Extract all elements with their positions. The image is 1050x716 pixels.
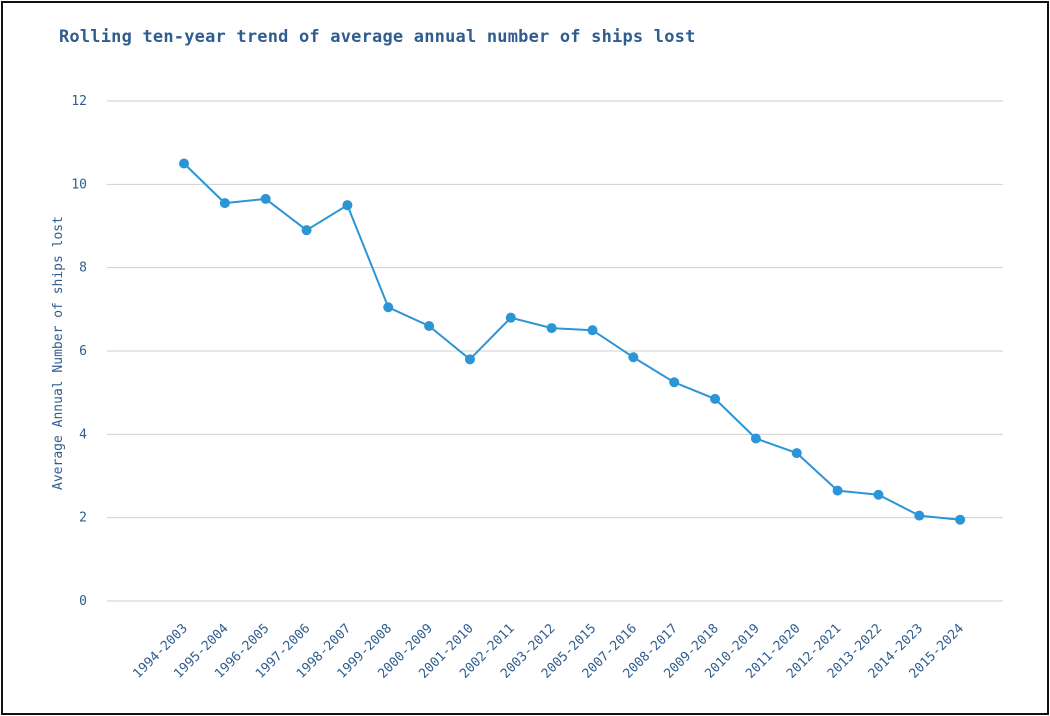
y-tick-label: 6 [79, 344, 87, 359]
data-point[interactable] [710, 393, 721, 404]
series-line [183, 162, 961, 521]
data-points [179, 158, 966, 525]
data-point[interactable] [791, 448, 802, 459]
y-tick-label: 10 [71, 177, 87, 192]
data-point[interactable] [628, 352, 639, 363]
data-point[interactable] [669, 377, 680, 388]
y-tick-label: 8 [79, 261, 87, 276]
line-chart: 0 2 4 6 8 10 12 1994-20031995-20041996-2005199… [51, 94, 1003, 682]
data-point[interactable] [219, 198, 230, 209]
grid-lines [107, 100, 1003, 602]
y-tick-label: 4 [79, 427, 87, 442]
x-tick-labels: 1994-20031995-20041996-20051997-20061998… [130, 621, 967, 682]
data-point[interactable] [955, 514, 966, 525]
data-point[interactable] [505, 312, 516, 323]
chart-title: Rolling ten-year trend of average annual… [59, 27, 696, 47]
data-point[interactable] [179, 158, 189, 169]
y-tick-label: 2 [79, 511, 87, 526]
data-point[interactable] [587, 325, 598, 336]
data-point[interactable] [750, 433, 761, 444]
data-point[interactable] [832, 485, 843, 496]
data-point[interactable] [873, 489, 884, 500]
data-point[interactable] [424, 321, 435, 331]
data-point[interactable] [546, 323, 557, 334]
data-point[interactable] [342, 200, 353, 211]
data-point[interactable] [383, 302, 394, 313]
y-tick-label: 0 [79, 594, 87, 609]
data-point[interactable] [260, 193, 271, 204]
series-line-path [183, 162, 961, 521]
y-axis-label: Average Annual Number of ships lost [51, 216, 66, 490]
data-point[interactable] [464, 354, 475, 365]
data-point[interactable] [914, 510, 925, 521]
y-tick-labels: 0 2 4 6 8 10 12 [71, 94, 87, 609]
data-point[interactable] [301, 225, 312, 236]
y-tick-label: 12 [71, 94, 87, 109]
